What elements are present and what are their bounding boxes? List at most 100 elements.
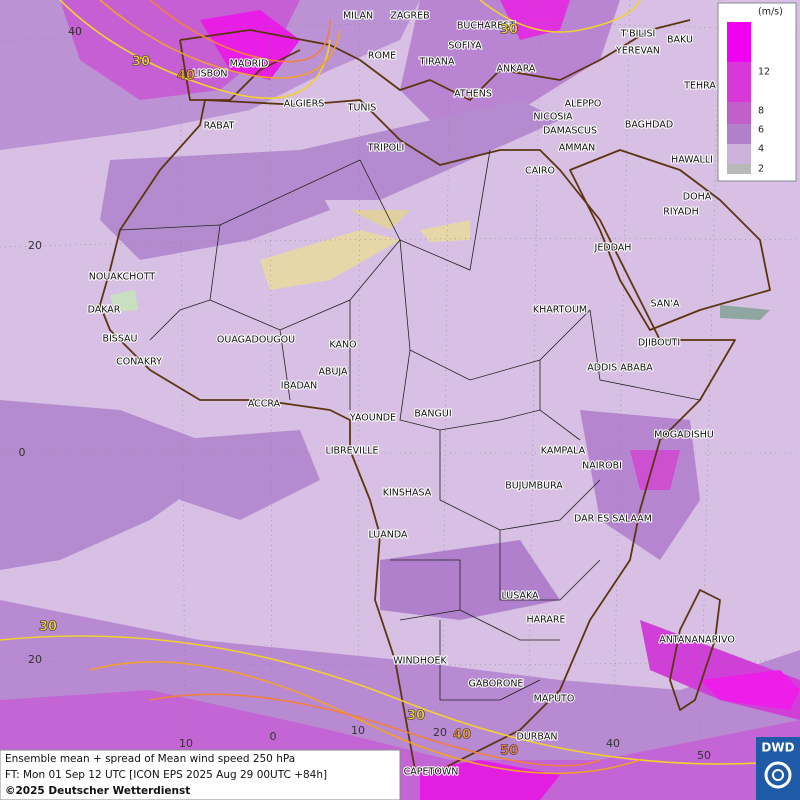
city-label: CONAKRY xyxy=(116,357,162,368)
city-label: KHARTOUM xyxy=(533,305,587,316)
contour-label: 30 xyxy=(500,23,518,38)
city-label: KINSHASA xyxy=(383,488,432,499)
city-label: TUNIS xyxy=(347,103,377,114)
footer-copyright: ©2025 Deutscher Wetterdienst xyxy=(5,785,190,797)
legend-label: 6 xyxy=(758,125,764,136)
city-label: GABORONE xyxy=(469,679,524,690)
legend-swatch xyxy=(727,62,751,102)
city-label: LIBREVILLE xyxy=(325,446,378,457)
longitude-label: 0 xyxy=(270,730,277,743)
city-label: SOFIYA xyxy=(448,41,482,52)
city-label: NAIROBI xyxy=(582,461,622,472)
city-label: DAKAR xyxy=(88,305,121,316)
city-label: TRIPOLI xyxy=(367,143,405,154)
footer-forecast: FT: Mon 01 Sep 12 UTC [ICON EPS 2025 Aug… xyxy=(5,769,327,781)
city-label: NICOSIA xyxy=(533,112,573,123)
longitude-label: 10 xyxy=(351,724,365,737)
city-label: HARARE xyxy=(527,615,566,626)
city-label: T'BILISI xyxy=(620,29,656,40)
city-label: ALEPPO xyxy=(565,99,602,110)
city-label: YAOUNDE xyxy=(349,413,396,424)
city-label: CAIRO xyxy=(525,166,555,177)
city-label: JEDDAH xyxy=(594,243,632,254)
city-label: TIRANA xyxy=(419,57,455,68)
city-label: ACCRA xyxy=(248,399,281,410)
city-label: RABAT xyxy=(204,121,235,132)
city-label: BANGUI xyxy=(414,409,451,420)
city-label: ATHENS xyxy=(454,89,492,100)
latitude-label: 20 xyxy=(28,653,42,666)
contour-label: 40 xyxy=(177,69,195,84)
longitude-label: 20 xyxy=(433,726,447,739)
city-label: LUANDA xyxy=(368,530,408,541)
longitude-label: 40 xyxy=(606,737,620,750)
latitude-label: 40 xyxy=(68,25,82,38)
footer-box xyxy=(0,749,401,800)
city-label: SAN'A xyxy=(651,299,680,310)
legend-label: 12 xyxy=(758,67,770,78)
isotachs xyxy=(0,0,800,775)
city-label: DAMASCUS xyxy=(543,126,597,137)
footer-title: Ensemble mean + spread of Mean wind spee… xyxy=(5,753,295,765)
city-label: HAWALLI xyxy=(671,155,713,166)
city-label: KANO xyxy=(329,340,356,351)
contour-label: 50 xyxy=(500,744,518,759)
city-label: LUSAKA xyxy=(501,591,539,602)
city-label: TEHRA xyxy=(683,81,716,92)
city-label: WINDHOEK xyxy=(393,656,447,667)
city-label: ABUJA xyxy=(318,367,348,378)
labels: MILAN ZAGREB BUCHAREST SOFIYA ROME TIRANA ATHE… xyxy=(19,9,736,778)
city-label: BISSAU xyxy=(102,334,137,345)
city-label: BAKU xyxy=(667,35,693,46)
city-label: DOHA xyxy=(683,192,712,203)
latitude-label: 20 xyxy=(28,239,42,252)
city-label: BUJUMBURA xyxy=(505,481,563,492)
legend-swatch xyxy=(727,164,751,174)
city-label: MOGADISHU xyxy=(654,430,714,441)
city-label: DAR ES SALAAM xyxy=(574,514,652,525)
contour-label: 30 xyxy=(132,55,150,70)
city-label: ALGIERS xyxy=(284,99,325,110)
city-label: ANKARA xyxy=(497,64,536,75)
city-label: KAMPALA xyxy=(541,446,586,457)
legend-label: 4 xyxy=(758,144,764,155)
city-label: BUCHAREST xyxy=(457,21,515,32)
city-label: RIYADH xyxy=(663,207,698,218)
logo xyxy=(756,737,800,800)
city-label: MADRID xyxy=(230,59,269,70)
longitude-label: 10 xyxy=(179,737,193,750)
city-label: ROME xyxy=(368,51,396,62)
legend: (m/s) 12 8 6 4 2 xyxy=(717,2,797,182)
graticule xyxy=(0,0,800,756)
legend-swatch xyxy=(727,22,751,62)
borders xyxy=(119,149,701,701)
city-label: MILAN xyxy=(343,11,373,22)
contour-label: 40 xyxy=(453,728,471,743)
city-label: CAPETOWN xyxy=(404,767,459,778)
legend-swatch xyxy=(727,124,751,144)
logo-icon xyxy=(764,761,792,789)
city-label: MAPUTO xyxy=(534,694,575,705)
contour-label: 30 xyxy=(407,709,425,724)
city-label: IBADAN xyxy=(281,381,318,392)
city-label: DURBAN xyxy=(517,732,558,743)
city-label: NOUAKCHOTT xyxy=(89,272,156,283)
city-label: DJIBOUTI xyxy=(638,338,680,349)
city-label: YEREVAN xyxy=(615,46,660,57)
logo-icon xyxy=(772,769,784,781)
legend-label: 2 xyxy=(758,164,764,175)
longitude-label: 50 xyxy=(697,749,711,762)
legend-unit: (m/s) xyxy=(758,7,783,18)
city-label: LISBON xyxy=(192,69,227,80)
city-label: BAGHDAD xyxy=(625,120,673,131)
city-label: ANTANANARIVO xyxy=(659,635,735,646)
legend-label: 8 xyxy=(758,106,764,117)
contour-label: 30 xyxy=(39,620,57,635)
city-label: AMMAN xyxy=(559,143,596,154)
legend-swatch xyxy=(727,102,751,124)
legend-swatch xyxy=(727,144,751,164)
city-label: OUAGADOUGOU xyxy=(217,335,295,346)
logo-text: DWD xyxy=(761,741,794,755)
coastline xyxy=(99,19,771,771)
